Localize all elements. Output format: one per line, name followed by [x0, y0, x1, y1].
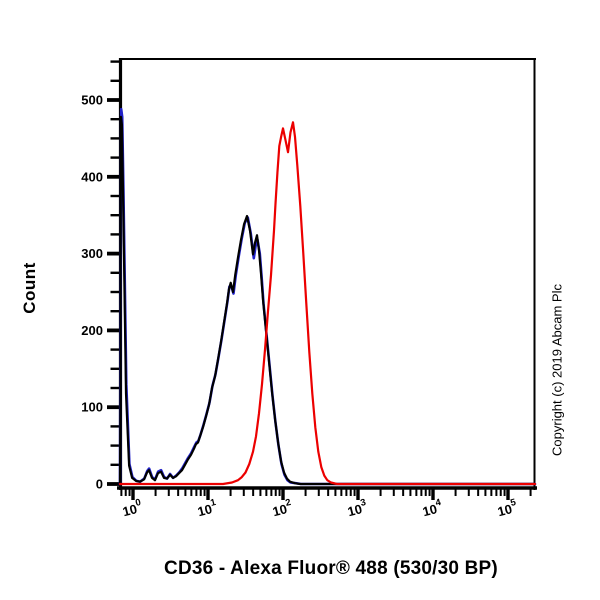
- y-tick-label: 400: [81, 169, 103, 184]
- black-curve: [118, 115, 537, 486]
- x-tick-label: 104: [420, 497, 444, 519]
- y-axis-title: Count: [20, 262, 39, 314]
- blue-curve: [118, 107, 537, 486]
- y-tick-label: 500: [81, 93, 103, 108]
- x-tick-label: 100: [120, 497, 144, 519]
- y-tick-label: 200: [81, 323, 103, 338]
- y-tick-label: 300: [81, 246, 103, 261]
- x-tick-label: 102: [270, 497, 294, 519]
- y-tick-label: 0: [96, 477, 103, 492]
- x-tick-label: 105: [495, 497, 519, 519]
- x-axis-title: CD36 - Alexa Fluor® 488 (530/30 BP): [164, 558, 498, 579]
- copyright-note: Copyright (c) 2019 Abcam Plc: [549, 284, 565, 456]
- x-tick-label: 101: [195, 497, 219, 519]
- y-tick-label: 100: [81, 400, 103, 415]
- x-tick-label: 103: [345, 497, 369, 519]
- red-curve: [118, 121, 537, 486]
